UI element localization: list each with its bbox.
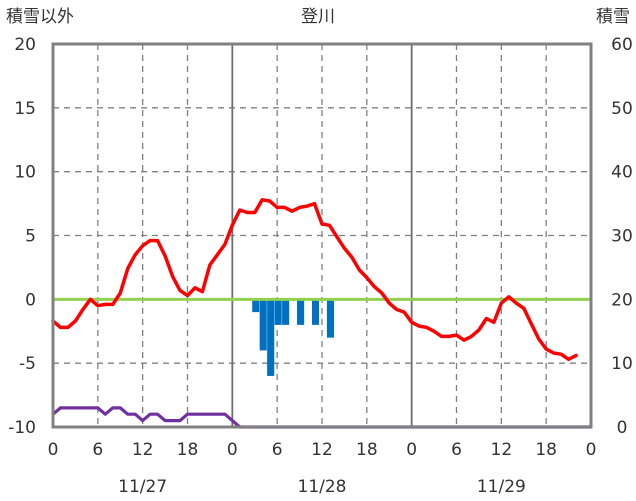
date-label: 11/29 [477, 477, 526, 497]
precipitation-bar [252, 299, 260, 313]
x-tick-label: 18 [535, 440, 557, 460]
y-tick-right: 50 [611, 99, 633, 119]
y-tick-right: 30 [611, 227, 633, 247]
y-tick-right: 60 [611, 35, 633, 55]
date-label: 11/28 [298, 477, 347, 497]
y-tick-left: 10 [14, 163, 36, 183]
plot-border [51, 42, 593, 429]
precipitation-bar [274, 299, 282, 325]
y-tick-right: 20 [611, 290, 633, 310]
plot-frame [51, 42, 593, 429]
chart-title: 登川 [301, 7, 335, 27]
x-tick-label: 0 [406, 440, 417, 460]
x-tick-label: 0 [586, 440, 597, 460]
x-tick-label: 0 [48, 440, 59, 460]
precipitation-bar [259, 299, 267, 351]
right-axis-title: 積雪 [596, 7, 630, 27]
x-tick-label: 6 [92, 440, 103, 460]
temperature-line [51, 198, 578, 362]
y-tick-left: -5 [19, 354, 36, 374]
y-tick-left: 15 [14, 99, 36, 119]
x-tick-label: 18 [177, 440, 199, 460]
x-tick-label: 0 [227, 440, 238, 460]
precipitation-bars [252, 299, 335, 376]
y-tick-right: 0 [617, 418, 628, 438]
y-tick-right: 10 [611, 354, 633, 374]
precipitation-bar [282, 299, 290, 325]
grid [53, 44, 591, 427]
x-tick-label: 12 [491, 440, 513, 460]
precipitation-bar [326, 299, 335, 338]
precipitation-bar [297, 299, 305, 325]
precipitation-bar [311, 299, 320, 325]
x-tick-label: 6 [451, 440, 462, 460]
x-tick-label: 12 [311, 440, 333, 460]
y-tick-left: 5 [25, 227, 36, 247]
y-tick-left: 0 [25, 290, 36, 310]
x-tick-label: 12 [132, 440, 154, 460]
x-tick-label: 18 [356, 440, 378, 460]
left-axis-title: 積雪以外 [6, 7, 74, 27]
date-label: 11/27 [118, 477, 167, 497]
x-tick-label: 6 [272, 440, 283, 460]
y-tick-right: 40 [611, 163, 633, 183]
precipitation-bar [267, 299, 275, 376]
y-tick-left: -10 [8, 418, 36, 438]
y-tick-left: 20 [14, 35, 36, 55]
